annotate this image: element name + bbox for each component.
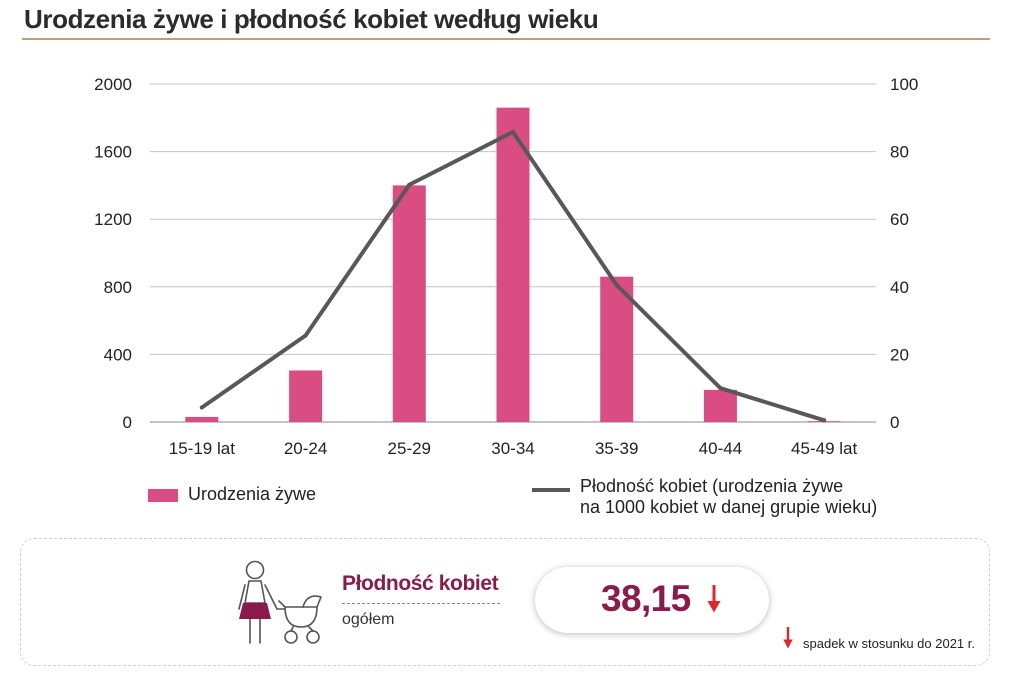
x-axis-tick-label: 25-29 <box>388 439 431 458</box>
x-axis-tick-label: 20-24 <box>284 439 327 458</box>
title-divider <box>22 38 990 40</box>
x-axis-tick-label: 30-34 <box>491 439 534 458</box>
left-axis-tick-label: 1200 <box>94 210 132 229</box>
right-axis-tick-label: 80 <box>890 143 909 162</box>
bar <box>289 370 323 422</box>
left-axis-tick-label: 1600 <box>94 143 132 162</box>
line-point <box>822 418 827 423</box>
summary-note: spadek w stosunku do 2021 r. <box>803 636 976 651</box>
left-axis-tick-label: 2000 <box>94 75 132 94</box>
x-axis-tick-label: 15-19 lat <box>169 439 235 458</box>
line-point <box>303 333 308 338</box>
summary-value-pill: 38,15 <box>535 567 769 633</box>
left-axis-tick-label: 0 <box>123 413 132 432</box>
right-axis-tick-label: 40 <box>890 278 909 297</box>
right-axis-tick-label: 0 <box>890 413 899 432</box>
x-axis-tick-label: 35-39 <box>595 439 638 458</box>
summary-title: Płodność kobiet <box>342 572 499 595</box>
summary-divider <box>342 603 500 604</box>
legend-label-fertility-line2: na 1000 kobiet w danej grupie wieku) <box>580 497 878 517</box>
fertility-summary-panel: Płodność kobiet ogółem 38,15 spadek w st… <box>20 538 990 666</box>
legend-label-births: Urodzenia żywe <box>188 484 317 504</box>
legend-label-fertility: Płodność kobiet (urodzenia żywe na 1000 … <box>580 476 877 518</box>
line-point <box>718 386 723 391</box>
summary-subtitle: ogółem <box>342 611 395 628</box>
right-axis-tick-label: 100 <box>890 75 918 94</box>
line-point <box>407 182 412 187</box>
legend-swatch-bar <box>148 489 178 502</box>
down-arrow-small-icon <box>783 627 793 649</box>
line-point <box>511 129 515 134</box>
left-axis-tick-label: 800 <box>104 278 132 297</box>
x-axis-tick-label: 40-44 <box>699 439 742 458</box>
right-axis-tick-label: 60 <box>890 210 909 229</box>
summary-value: 38,15 <box>601 578 691 619</box>
down-arrow-icon <box>707 585 721 613</box>
bar <box>703 389 737 422</box>
legend-swatch-line <box>532 488 570 492</box>
right-axis-tick-label: 20 <box>890 345 909 364</box>
bar <box>496 107 530 422</box>
chart: 0 400 800 1200 1600 2000 0 20 40 60 80 100 15-19 lat… <box>94 75 918 458</box>
bar <box>392 185 426 422</box>
page-title: Urodzenia żywe i płodność kobiet według … <box>24 4 599 34</box>
left-axis-tick-label: 400 <box>104 345 132 364</box>
legend-label-fertility-line1: Płodność kobiet (urodzenia żywe <box>580 476 844 496</box>
x-axis-tick-label: 45-49 lat <box>791 439 857 458</box>
bar <box>185 416 219 422</box>
bar <box>600 276 634 422</box>
mother-with-stroller-icon <box>238 560 322 644</box>
line-point <box>614 283 619 288</box>
line-point <box>199 405 204 410</box>
